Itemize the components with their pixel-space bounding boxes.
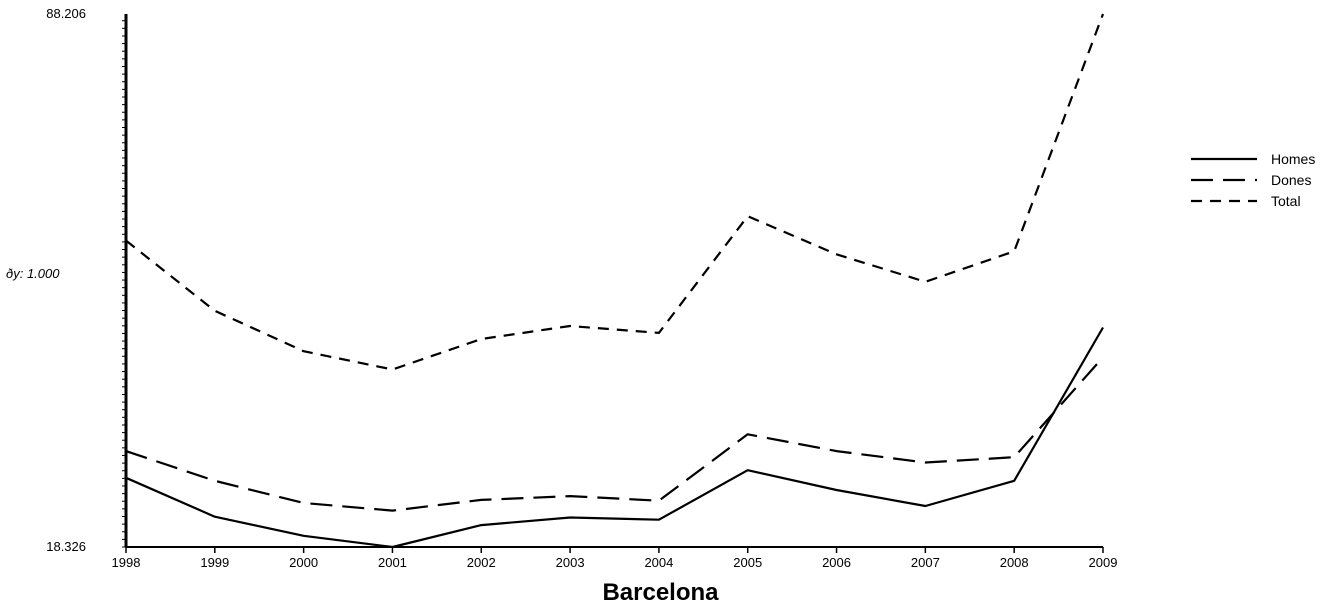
legend-label-dones: Dones <box>1271 172 1311 188</box>
series-line-homes <box>125 326 1104 549</box>
y-tick-label-max: 88.206 <box>46 6 86 21</box>
x-tick-label: 2008 <box>1000 555 1029 570</box>
series-lines <box>125 13 1105 549</box>
x-tick-label: 2004 <box>644 555 673 570</box>
x-tick-label: 2006 <box>822 555 851 570</box>
x-tick-label: 2007 <box>911 555 940 570</box>
x-tick-label: 2000 <box>289 555 318 570</box>
series-line-dones <box>125 356 1104 512</box>
legend: Homes Dones Total <box>1191 151 1315 209</box>
legend-label-total: Total <box>1271 193 1301 209</box>
y-axis-step-note: ðy: 1.000 <box>6 266 60 281</box>
x-axis-ticks: 1998 1999 2000 2001 2002 2003 2004 2005 2006 2007… <box>112 547 1118 570</box>
y-tick-label-min: 18.326 <box>46 539 86 554</box>
x-tick-label: 1999 <box>200 555 229 570</box>
x-tick-label: 2002 <box>467 555 496 570</box>
series-line-total <box>125 13 1105 371</box>
chart-title: Barcelona <box>602 579 719 606</box>
x-tick-label: 1998 <box>112 555 141 570</box>
x-tick-label: 2003 <box>556 555 585 570</box>
x-tick-label: 2009 <box>1089 555 1118 570</box>
legend-label-homes: Homes <box>1271 151 1315 167</box>
x-tick-label: 2005 <box>733 555 762 570</box>
x-tick-label: 2001 <box>378 555 407 570</box>
